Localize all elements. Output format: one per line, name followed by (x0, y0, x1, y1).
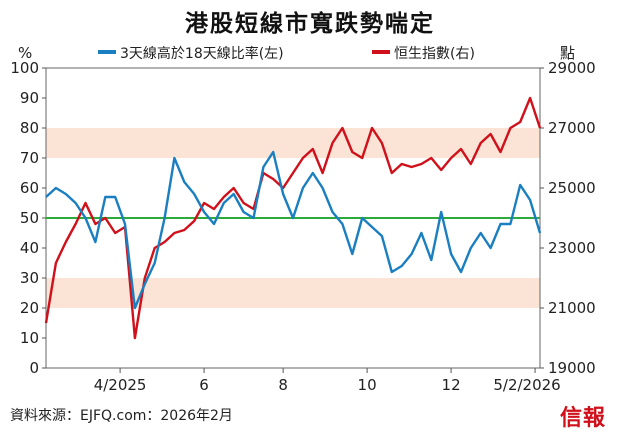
left-tick-label: 20 (20, 299, 39, 317)
left-tick-label: 90 (20, 89, 39, 107)
shaded-band-20-30 (46, 278, 540, 308)
x-tick-label: 12 (442, 376, 461, 394)
right-tick-label: 21000 (548, 299, 596, 317)
right-tick-label: 19000 (548, 359, 596, 377)
left-tick-label: 80 (20, 119, 39, 137)
right-tick-label: 29000 (548, 59, 596, 77)
brand-logo: 信報 (559, 405, 606, 431)
right-tick-label: 27000 (548, 119, 596, 137)
series-line-hsi (44, 96, 542, 340)
left-tick-label: 0 (29, 359, 39, 377)
x-tick-label: 10 (358, 376, 377, 394)
source-note: 資料來源：EJFQ.com：2026年2月 (10, 408, 233, 424)
left-tick-label: 100 (10, 59, 39, 77)
left-tick-label: 40 (20, 239, 39, 257)
left-tick-label: 30 (20, 269, 39, 287)
legend-label-breadth: 3天線高於18天線比率(左) (120, 45, 284, 62)
left-axis-unit: % (18, 44, 32, 62)
legend-label-hsi: 恒生指數(右) (394, 46, 475, 62)
chart-title: 港股短線市寬跌勢喘定 (185, 11, 435, 37)
left-tick-label: 70 (20, 149, 39, 167)
x-tick-label: 8 (278, 376, 288, 394)
shaded-band-70-80 (46, 128, 540, 158)
x-tick-label: 5/2/2026 (493, 376, 560, 394)
left-tick-label: 60 (20, 179, 39, 197)
x-tick-label: 4/2025 (94, 376, 147, 394)
left-tick-label: 50 (20, 209, 39, 227)
right-tick-label: 23000 (548, 239, 596, 257)
right-tick-label: 25000 (548, 179, 596, 197)
series-line-breadth (45, 150, 542, 310)
left-tick-label: 10 (20, 329, 39, 347)
x-tick-label: 6 (199, 376, 209, 394)
right-axis-unit: 點 (560, 44, 575, 62)
